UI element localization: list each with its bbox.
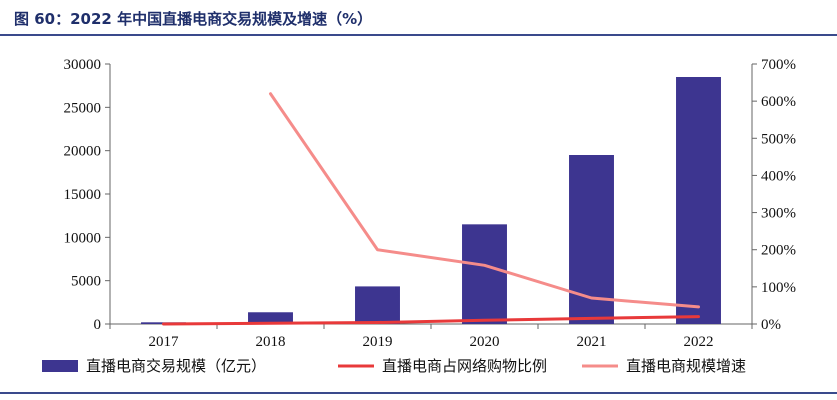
x-tick-label: 2021 (577, 334, 607, 350)
y-left-tick-label: 15000 (64, 187, 102, 203)
y-right-tick-label: 400% (761, 168, 796, 184)
figure-title: 图 60：2022 年中国直播电商交易规模及增速（%） (14, 10, 373, 28)
line-share-of-online-shopping (162, 315, 700, 326)
bar-transaction-scale (355, 286, 400, 324)
y-left-tick-label: 0 (94, 317, 102, 333)
y-left-tick-label: 10000 (64, 230, 102, 246)
y-left-tick-label: 25000 (64, 100, 102, 116)
y-right-tick-label: 100% (761, 280, 796, 296)
y-right-tick-label: 700% (761, 57, 796, 73)
legend-swatch-bar (42, 360, 78, 372)
legend-item-growth: 直播电商规模增速 (626, 357, 746, 375)
x-tick-label: 2018 (256, 334, 286, 350)
y-left-tick-label: 5000 (71, 274, 101, 290)
bottom-rule (0, 392, 837, 394)
y-right-tick-label: 0% (761, 317, 781, 333)
x-tick-label: 2020 (470, 334, 500, 350)
bar-transaction-scale (462, 224, 507, 324)
x-tick-label: 2022 (684, 334, 714, 350)
bar-transaction-scale (248, 312, 293, 324)
x-tick-label: 2017 (149, 334, 180, 350)
legend-item-transaction-scale: 直播电商交易规模（亿元） (86, 357, 266, 375)
y-left-tick-label: 20000 (64, 144, 102, 160)
top-rule (0, 34, 837, 36)
bar-transaction-scale (569, 155, 614, 324)
y-right-tick-label: 300% (761, 206, 796, 222)
y-right-tick-label: 500% (761, 131, 796, 147)
y-right-tick-label: 600% (761, 94, 796, 110)
legend-item-share: 直播电商占网络购物比例 (382, 357, 547, 375)
bar-transaction-scale (676, 77, 721, 324)
y-right-tick-label: 200% (761, 243, 796, 259)
x-tick-label: 2019 (363, 334, 393, 350)
y-left-tick-label: 30000 (64, 57, 102, 73)
line-growth-rate (269, 92, 700, 309)
